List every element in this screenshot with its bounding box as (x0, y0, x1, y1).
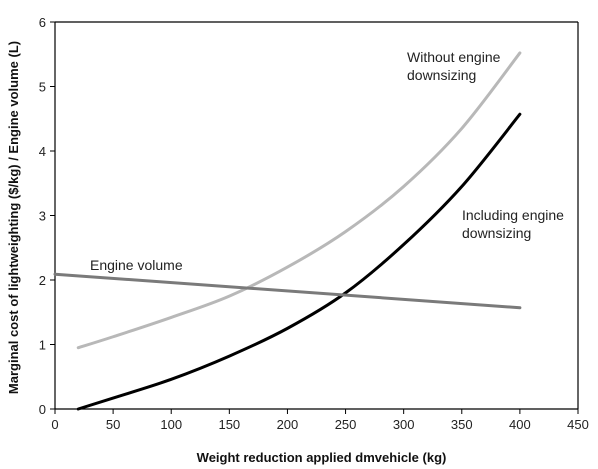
annotation-including-engine-downsizing: Including engine downsizing (462, 207, 568, 241)
y-tick-label: 3 (39, 209, 46, 224)
series-line-including-engine-downsizing (76, 112, 522, 411)
y-tick-label: 0 (39, 402, 46, 417)
x-ticks: 0 50 100 150 200 250 300 350 400 450 (51, 409, 589, 432)
annotation-line: Without engine (407, 49, 501, 65)
annotation-engine-volume: Engine volume (90, 257, 183, 273)
x-tick-label: 150 (218, 417, 240, 432)
x-tick-label: 100 (160, 417, 182, 432)
x-tick-label: 50 (106, 417, 120, 432)
y-tick-label: 2 (39, 273, 46, 288)
annotation-line: Including engine (462, 207, 564, 223)
y-tick-label: 6 (39, 15, 46, 30)
series-layer (53, 51, 522, 411)
x-tick-label: 0 (51, 417, 58, 432)
y-tick-label: 5 (39, 80, 46, 95)
y-tick-label: 1 (39, 338, 46, 353)
plot-area: 0 50 100 150 200 250 300 350 400 450 0 1 2 3 4 5 6 (39, 15, 589, 432)
x-tick-label: 400 (509, 417, 531, 432)
annotation-line: downsizing (407, 67, 476, 83)
x-tick-label: 450 (567, 417, 589, 432)
x-tick-label: 200 (277, 417, 299, 432)
series-line-without-engine-downsizing (76, 51, 522, 350)
x-tick-label: 300 (393, 417, 415, 432)
annotation-line: downsizing (462, 225, 531, 241)
annotation-without-engine-downsizing: Without engine downsizing (407, 49, 504, 83)
x-tick-label: 350 (451, 417, 473, 432)
series-line-engine-volume (53, 272, 522, 310)
annotation-line: Engine volume (90, 257, 183, 273)
y-axis-title: Marginal cost of lightweighting ($/kg) /… (6, 41, 21, 394)
y-ticks: 0 1 2 3 4 5 6 (39, 15, 55, 417)
x-axis-title: Weight reduction applied dmvehicle (kg) (197, 450, 447, 465)
y-tick-label: 4 (39, 144, 46, 159)
x-tick-label: 250 (335, 417, 357, 432)
